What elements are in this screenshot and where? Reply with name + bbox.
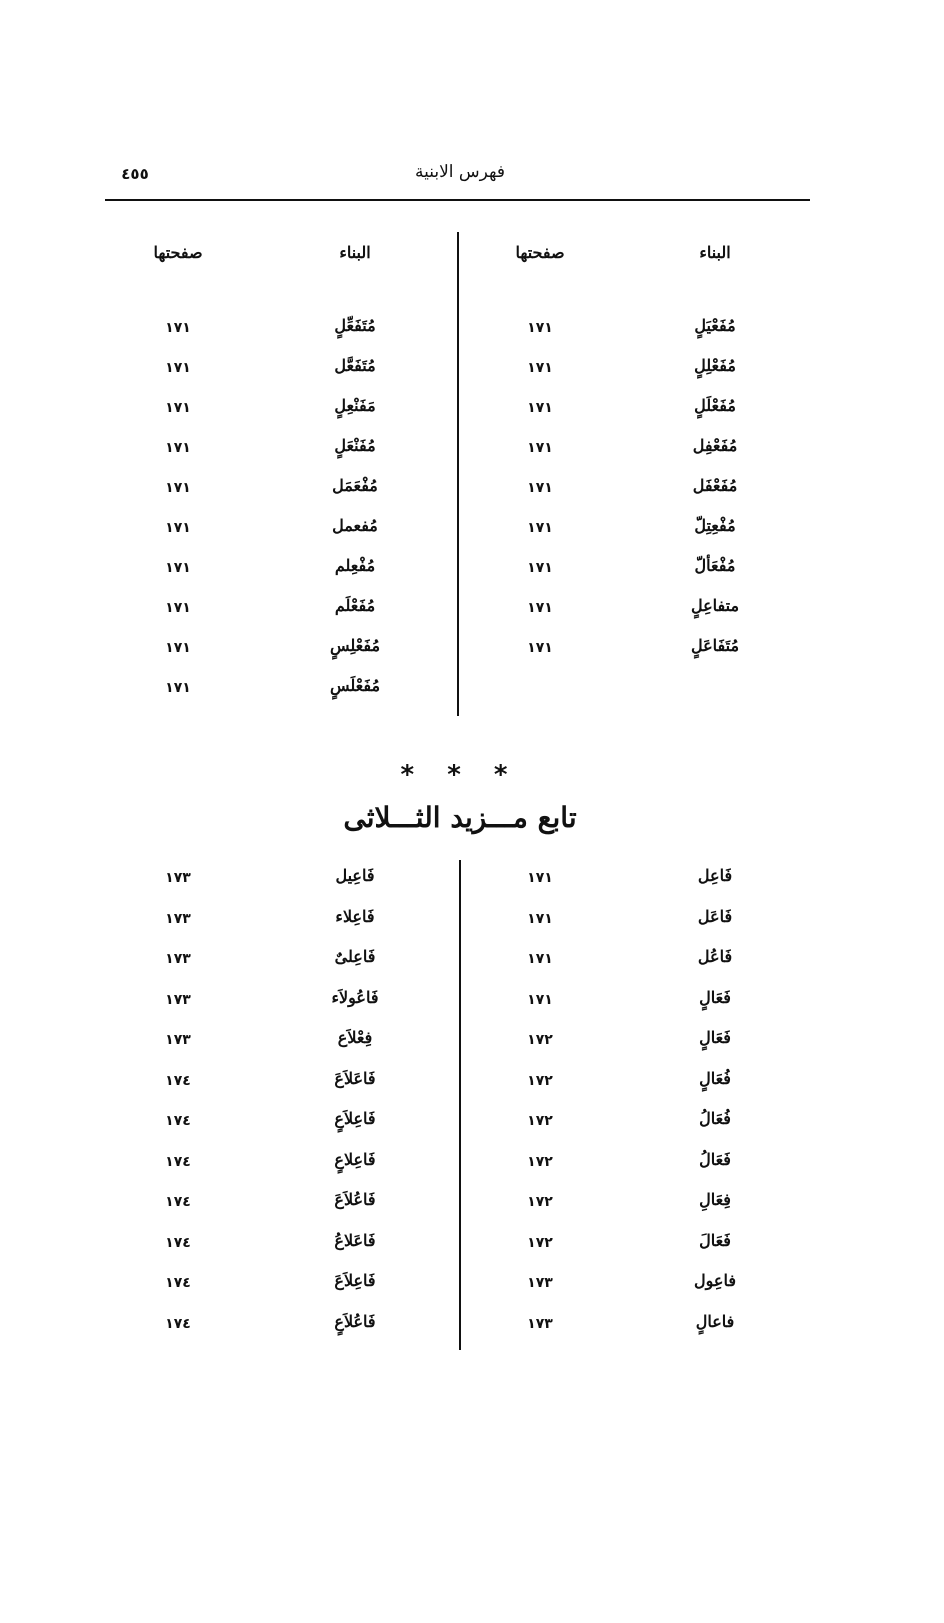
t1-right-page-header: صفحتها — [515, 243, 565, 262]
row-page: ١٧١ — [165, 680, 191, 696]
row-form: مُفَنْعَلٍ — [334, 436, 376, 455]
page-number: ٤٥٥ — [121, 165, 149, 183]
row-page: ١٧١ — [527, 910, 553, 927]
row-page: ١٧١ — [527, 400, 553, 416]
row-form: فَاعُلاَعٍ — [334, 1311, 376, 1331]
row-page: ١٧١ — [527, 360, 553, 376]
row-page: ١٧٤ — [165, 1275, 191, 1291]
row-form: فَعَالُ — [699, 1149, 731, 1169]
row-form: مُفَعْفَل — [692, 476, 738, 495]
row-page: ١٧٣ — [165, 910, 191, 927]
row-page: ١٧١ — [527, 440, 553, 456]
row-form: متفاعِلٍ — [690, 596, 740, 615]
row-form: فَاعُلاَعَ — [334, 1190, 376, 1209]
row-form: مُفعمل — [332, 516, 378, 535]
row-page: ١٧٣ — [165, 870, 191, 886]
row-form: فَعَالٍ — [699, 987, 731, 1007]
row-form: فَعَالٍ — [699, 1028, 731, 1047]
row-form: فِعَالِ — [699, 1190, 731, 1209]
row-form: فُعَالُ — [699, 1109, 731, 1128]
row-form: فَاعَلاَعَ — [334, 1068, 376, 1088]
row-page: ١٧١ — [165, 560, 191, 576]
row-form: مُفَعْلَسٍ — [329, 676, 381, 695]
t2-column-divider — [459, 860, 461, 1350]
row-page: ١٧٣ — [527, 1275, 553, 1291]
row-page: ١٧٢ — [527, 1234, 553, 1251]
row-page: ١٧١ — [165, 520, 191, 536]
row-page: ١٧٢ — [527, 1153, 553, 1170]
row-form: فَاعِلاَعَ — [334, 1271, 376, 1290]
t1-right-form-header: البناء — [699, 243, 731, 262]
row-form: مُتَفَاعَلٍ — [690, 636, 740, 655]
row-page: ١٧٢ — [527, 1072, 553, 1089]
row-form: فَاعِلاعٍ — [334, 1149, 376, 1169]
row-page: ١٧١ — [165, 360, 191, 376]
row-form: فَاعِيل — [335, 866, 375, 885]
row-form: فَاعِل — [697, 866, 733, 885]
row-form: مُفَعْلِلٍ — [694, 356, 736, 375]
row-form: فِعْلاَع — [337, 1028, 373, 1047]
row-form: فَاعِلاَعٍ — [334, 1109, 376, 1128]
row-form: مُفْعَألّ — [694, 556, 736, 575]
section-ornament: * * * — [400, 760, 520, 790]
row-form: فَاعَل — [697, 906, 733, 926]
row-page: ١٧٣ — [165, 991, 191, 1008]
row-form: مُفْعِلم — [334, 556, 376, 575]
row-page: ١٧١ — [165, 480, 191, 496]
row-form: فاعِول — [694, 1271, 736, 1290]
row-page: ١٧٢ — [527, 1194, 553, 1210]
row-form: مُتَفَعِّلٍ — [334, 316, 376, 335]
row-page: ١٧١ — [527, 640, 553, 656]
row-page: ١٧١ — [527, 320, 553, 336]
row-page: ١٧٣ — [527, 1315, 553, 1332]
t1-column-divider — [457, 232, 459, 716]
row-form: مُفَعْلَلٍ — [694, 396, 736, 415]
row-form: مُتَفَعَّل — [334, 356, 376, 375]
row-form: فَاعُولاَء — [331, 987, 379, 1007]
row-page: ١٧١ — [527, 951, 553, 967]
row-form: فَاعُل — [697, 947, 733, 966]
row-page: ١٧٤ — [165, 1153, 191, 1170]
row-form: مُفْعِتِلّ — [694, 516, 736, 535]
row-page: ١٧١ — [165, 320, 191, 336]
row-form: فَاعَلاعُ — [334, 1230, 376, 1250]
row-form: مُفَعْفِل — [692, 436, 738, 455]
t1-left-page-header: صفحتها — [153, 243, 203, 262]
row-form: مُفَعْلِسٍ — [329, 636, 381, 655]
row-page: ١٧٤ — [165, 1113, 191, 1129]
row-page: ١٧١ — [165, 440, 191, 456]
row-page: ١٧١ — [527, 991, 553, 1008]
row-page: ١٧٢ — [527, 1113, 553, 1129]
row-page: ١٧٤ — [165, 1315, 191, 1332]
row-page: ١٧٣ — [165, 951, 191, 967]
row-page: ١٧٣ — [165, 1032, 191, 1048]
row-page: ١٧٤ — [165, 1234, 191, 1251]
row-form: فَعَالَ — [699, 1230, 731, 1250]
row-form: فاعالٍ — [695, 1311, 735, 1331]
row-page: ١٧٤ — [165, 1194, 191, 1210]
row-form: مَفَنْعِلٍ — [334, 396, 376, 415]
row-page: ١٧١ — [527, 600, 553, 616]
row-page: ١٧١ — [165, 600, 191, 616]
row-form: مُفَعْلَم — [334, 596, 376, 615]
row-page: ١٧١ — [527, 870, 553, 886]
row-page: ١٧١ — [527, 480, 553, 496]
row-page: ١٧٢ — [527, 1032, 553, 1048]
row-page: ١٧١ — [165, 400, 191, 416]
row-form: مُفْعَمَل — [332, 476, 378, 495]
row-page: ١٧١ — [527, 560, 553, 576]
header-rule — [105, 199, 810, 201]
row-form: فَاعِلىٌ — [334, 947, 376, 966]
row-page: ١٧١ — [165, 640, 191, 656]
t1-left-form-header: البناء — [339, 243, 371, 262]
row-form: فُعَالٍ — [699, 1068, 731, 1088]
row-page: ١٧١ — [527, 520, 553, 536]
running-header-title: فهرس الابنية — [414, 162, 506, 182]
row-form: فَاعِلاء — [335, 906, 375, 926]
row-page: ١٧٤ — [165, 1072, 191, 1089]
section-title: تابع مـــزيد الثـــلاثى — [343, 801, 577, 834]
row-form: مُفَعْيَلٍ — [694, 316, 736, 335]
